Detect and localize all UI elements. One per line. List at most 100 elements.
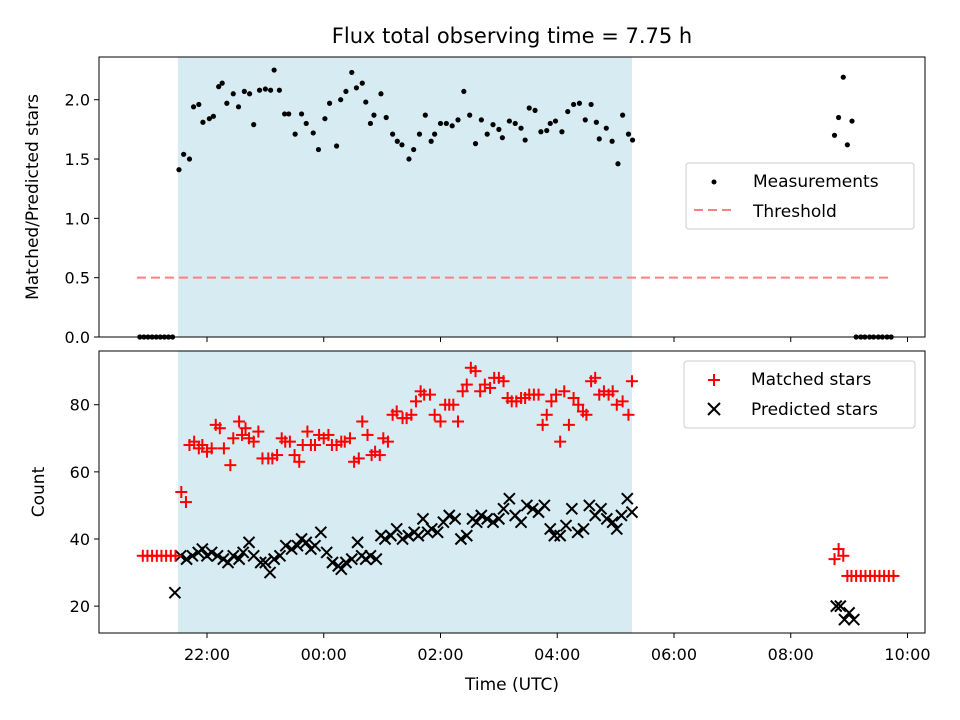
- measurement-point: [565, 108, 571, 115]
- predicted-star-point: [606, 516, 619, 529]
- predicted-star-point: [565, 502, 579, 515]
- predicted-star-point: [544, 522, 557, 536]
- predicted-star-point: [263, 566, 277, 579]
- matched-star-point: [567, 392, 580, 404]
- predicted-stars-points: [168, 492, 860, 626]
- predicted-star-point: [460, 529, 473, 542]
- top-legend-box: [685, 162, 915, 230]
- measurement-point: [596, 136, 602, 142]
- measurement-point: [247, 91, 253, 97]
- predicted-star-point: [314, 526, 328, 539]
- x-tick-label: 06:00: [651, 645, 697, 664]
- predicted-star-point: [526, 502, 539, 515]
- measurement-point: [620, 112, 626, 118]
- measurement-point: [367, 120, 374, 127]
- predicted-star-point: [610, 522, 623, 536]
- measurement-point: [181, 151, 187, 157]
- measurement-point: [467, 112, 473, 118]
- measurement-point: [526, 105, 532, 111]
- measurement-point: [836, 114, 842, 121]
- measurement-point: [552, 118, 559, 124]
- measurement-point: [422, 112, 428, 118]
- matched-star-point: [606, 385, 619, 398]
- measurement-point: [359, 80, 365, 86]
- measurement-point: [383, 114, 389, 121]
- matched-star-point: [188, 435, 201, 448]
- measurement-point: [256, 87, 263, 93]
- predicted-star-point: [390, 522, 403, 536]
- measurement-point: [251, 122, 257, 128]
- matched-star-point: [247, 435, 260, 448]
- predicted-star-point: [300, 536, 313, 549]
- matched-star-point: [224, 459, 237, 472]
- measurement-point: [315, 146, 322, 153]
- predicted-star-point: [351, 536, 364, 549]
- predicted-star-point: [486, 516, 500, 529]
- matched-star-point: [409, 395, 422, 408]
- measurement-point: [298, 111, 305, 117]
- matched-star-point: [452, 415, 465, 428]
- measurement-point: [276, 87, 282, 93]
- measurement-point: [338, 97, 344, 103]
- y-tick-label: 20: [70, 597, 90, 616]
- x-tick-label: 02:00: [417, 645, 463, 664]
- predicted-star-point: [254, 556, 267, 569]
- measurement-point: [544, 127, 550, 134]
- measurement-point: [484, 131, 490, 137]
- matched-star-point: [460, 378, 473, 391]
- measurement-point: [518, 125, 524, 131]
- measurement-point: [394, 138, 400, 144]
- matched-star-point: [352, 452, 365, 465]
- matched-star-point: [837, 549, 850, 562]
- predicted-star-point: [227, 549, 240, 562]
- predicted-star-point: [625, 505, 639, 519]
- matched-star-point: [536, 418, 549, 431]
- predicted-star-point: [571, 526, 584, 539]
- predicted-star-point: [211, 549, 224, 562]
- measurement-point: [190, 104, 197, 110]
- matched-star-point: [293, 455, 306, 468]
- matched-star-point: [301, 425, 314, 438]
- predicted-star-point: [412, 529, 425, 542]
- matched-star-point: [381, 435, 394, 448]
- top-x-ticks: [206, 337, 908, 342]
- predicted-star-point: [538, 499, 551, 512]
- matched-star-point: [832, 543, 845, 556]
- matched-star-point: [558, 385, 571, 398]
- predicted-star-point: [259, 556, 272, 569]
- top-shaded-span: [177, 57, 632, 337]
- measurement-point: [609, 138, 615, 144]
- predicted-star-point: [273, 549, 287, 562]
- predicted-star-point: [180, 552, 193, 566]
- predicted-star-point: [520, 499, 534, 512]
- predicted-star-point: [594, 502, 608, 515]
- x-tick-label: 10:00: [884, 645, 930, 664]
- matched-star-point: [887, 569, 900, 582]
- predicted-star-point: [186, 549, 199, 562]
- measurement-point: [532, 107, 538, 113]
- measurement-point: [538, 129, 544, 135]
- predicted-star-point: [378, 532, 392, 546]
- predicted-star-point: [443, 509, 456, 522]
- predicted-star-point: [335, 563, 348, 576]
- predicted-star-point: [834, 599, 847, 613]
- matched-star-point: [625, 375, 638, 388]
- matched-star-point: [283, 435, 296, 448]
- matched-stars-points: [136, 361, 900, 582]
- measurement-point: [200, 119, 206, 125]
- matched-star-point: [361, 428, 374, 441]
- y-tick-label: 2.0: [65, 91, 90, 110]
- predicted-star-point: [364, 549, 377, 562]
- matched-star-point: [423, 388, 436, 401]
- matched-star-point: [196, 439, 209, 451]
- y-tick-label: 60: [70, 463, 90, 482]
- measurement-point: [262, 86, 268, 92]
- predicted-star-point: [291, 539, 304, 552]
- measurement-point: [399, 142, 405, 148]
- measurement-point: [371, 112, 377, 118]
- measurement-point: [235, 104, 242, 110]
- x-tick-label: 00:00: [301, 645, 347, 664]
- x-tick-label: 22:00: [184, 645, 230, 664]
- matched-star-point: [373, 449, 386, 462]
- bottom-y-ticks: 20 40 60 80: [70, 396, 99, 616]
